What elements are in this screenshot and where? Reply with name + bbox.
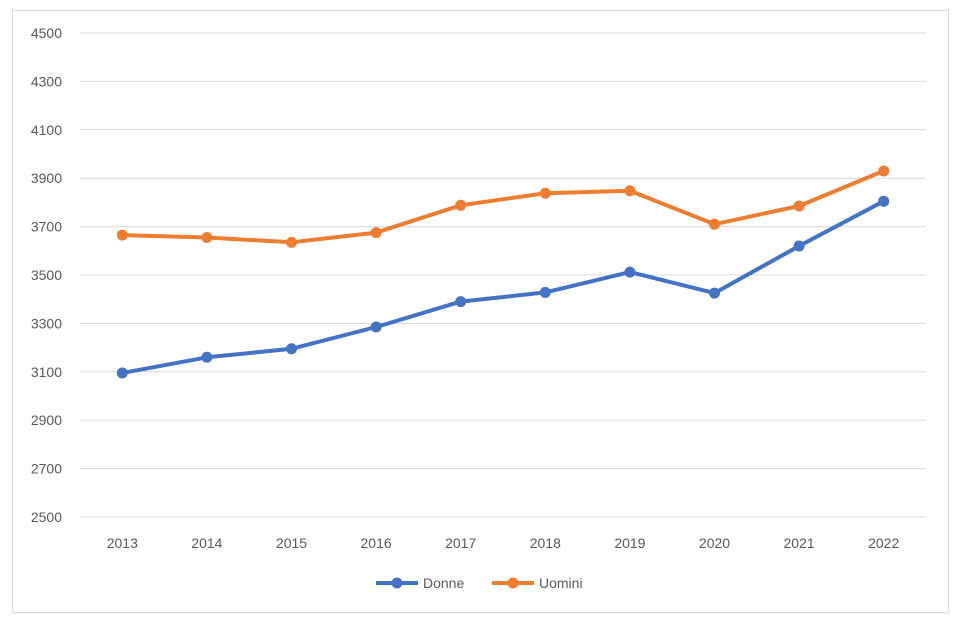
series-line-uomini xyxy=(120,168,886,245)
data-point-uomini xyxy=(286,236,297,248)
legend-item-donne: Donne xyxy=(376,575,464,591)
x-tick-label: 2022 xyxy=(868,535,899,551)
series-line-donne xyxy=(120,199,886,375)
data-point-donne xyxy=(793,240,805,252)
legend-swatch-marker xyxy=(507,577,519,589)
data-point-uomini xyxy=(370,227,382,239)
y-tick-label: 2700 xyxy=(31,461,62,477)
legend: Donne Uomini xyxy=(376,575,583,591)
y-tick-label: 4300 xyxy=(31,73,62,89)
y-tick-label: 4500 xyxy=(31,25,62,41)
x-tick-label: 2015 xyxy=(276,535,307,551)
data-point-donne xyxy=(539,286,551,298)
y-tick-label: 3500 xyxy=(31,267,62,283)
x-tick-label: 2019 xyxy=(614,535,645,551)
data-point-donne xyxy=(201,351,213,363)
data-point-donne xyxy=(370,321,382,333)
x-axis-tick-labels: 2013 2014 2015 2016 2017 2018 2019 2020 2021 2022 xyxy=(107,535,900,551)
chart-frame xyxy=(12,10,949,613)
data-point-uomini xyxy=(201,231,213,243)
x-tick-label: 2020 xyxy=(699,535,730,551)
data-point-uomini xyxy=(624,185,636,197)
data-point-donne xyxy=(709,287,720,299)
y-tick-label: 4100 xyxy=(31,122,62,138)
data-point-donne xyxy=(624,266,636,278)
y-tick-label: 2900 xyxy=(31,412,62,428)
y-tick-label: 3100 xyxy=(31,364,62,380)
data-point-uomini xyxy=(709,218,720,230)
data-point-donne xyxy=(455,296,467,308)
legend-item-uomini: Uomini xyxy=(492,575,583,591)
data-point-uomini xyxy=(539,187,551,199)
data-point-uomini xyxy=(455,199,467,211)
x-tick-label: 2014 xyxy=(191,535,222,551)
gridlines xyxy=(80,32,926,518)
x-tick-label: 2021 xyxy=(784,535,815,551)
x-tick-label: 2016 xyxy=(361,535,392,551)
legend-label: Donne xyxy=(423,575,464,591)
y-tick-label: 3900 xyxy=(31,170,62,186)
legend-label: Uomini xyxy=(539,575,583,591)
legend-swatch-marker xyxy=(391,577,403,589)
series-lines xyxy=(116,165,890,379)
x-tick-label: 2013 xyxy=(107,535,138,551)
y-tick-label: 3700 xyxy=(31,219,62,235)
data-point-donne xyxy=(116,367,128,379)
x-tick-label: 2018 xyxy=(530,535,561,551)
data-point-uomini xyxy=(116,229,128,241)
data-point-donne xyxy=(286,343,297,355)
y-axis-tick-labels: 2500 2700 2900 3100 3300 3500 3700 3900 4100 4300… xyxy=(31,25,62,525)
y-tick-label: 3300 xyxy=(31,315,62,331)
x-tick-label: 2017 xyxy=(445,535,476,551)
data-point-uomini xyxy=(878,165,890,177)
data-point-donne xyxy=(878,195,890,207)
data-point-uomini xyxy=(793,200,805,212)
y-tick-label: 2500 xyxy=(31,509,62,525)
